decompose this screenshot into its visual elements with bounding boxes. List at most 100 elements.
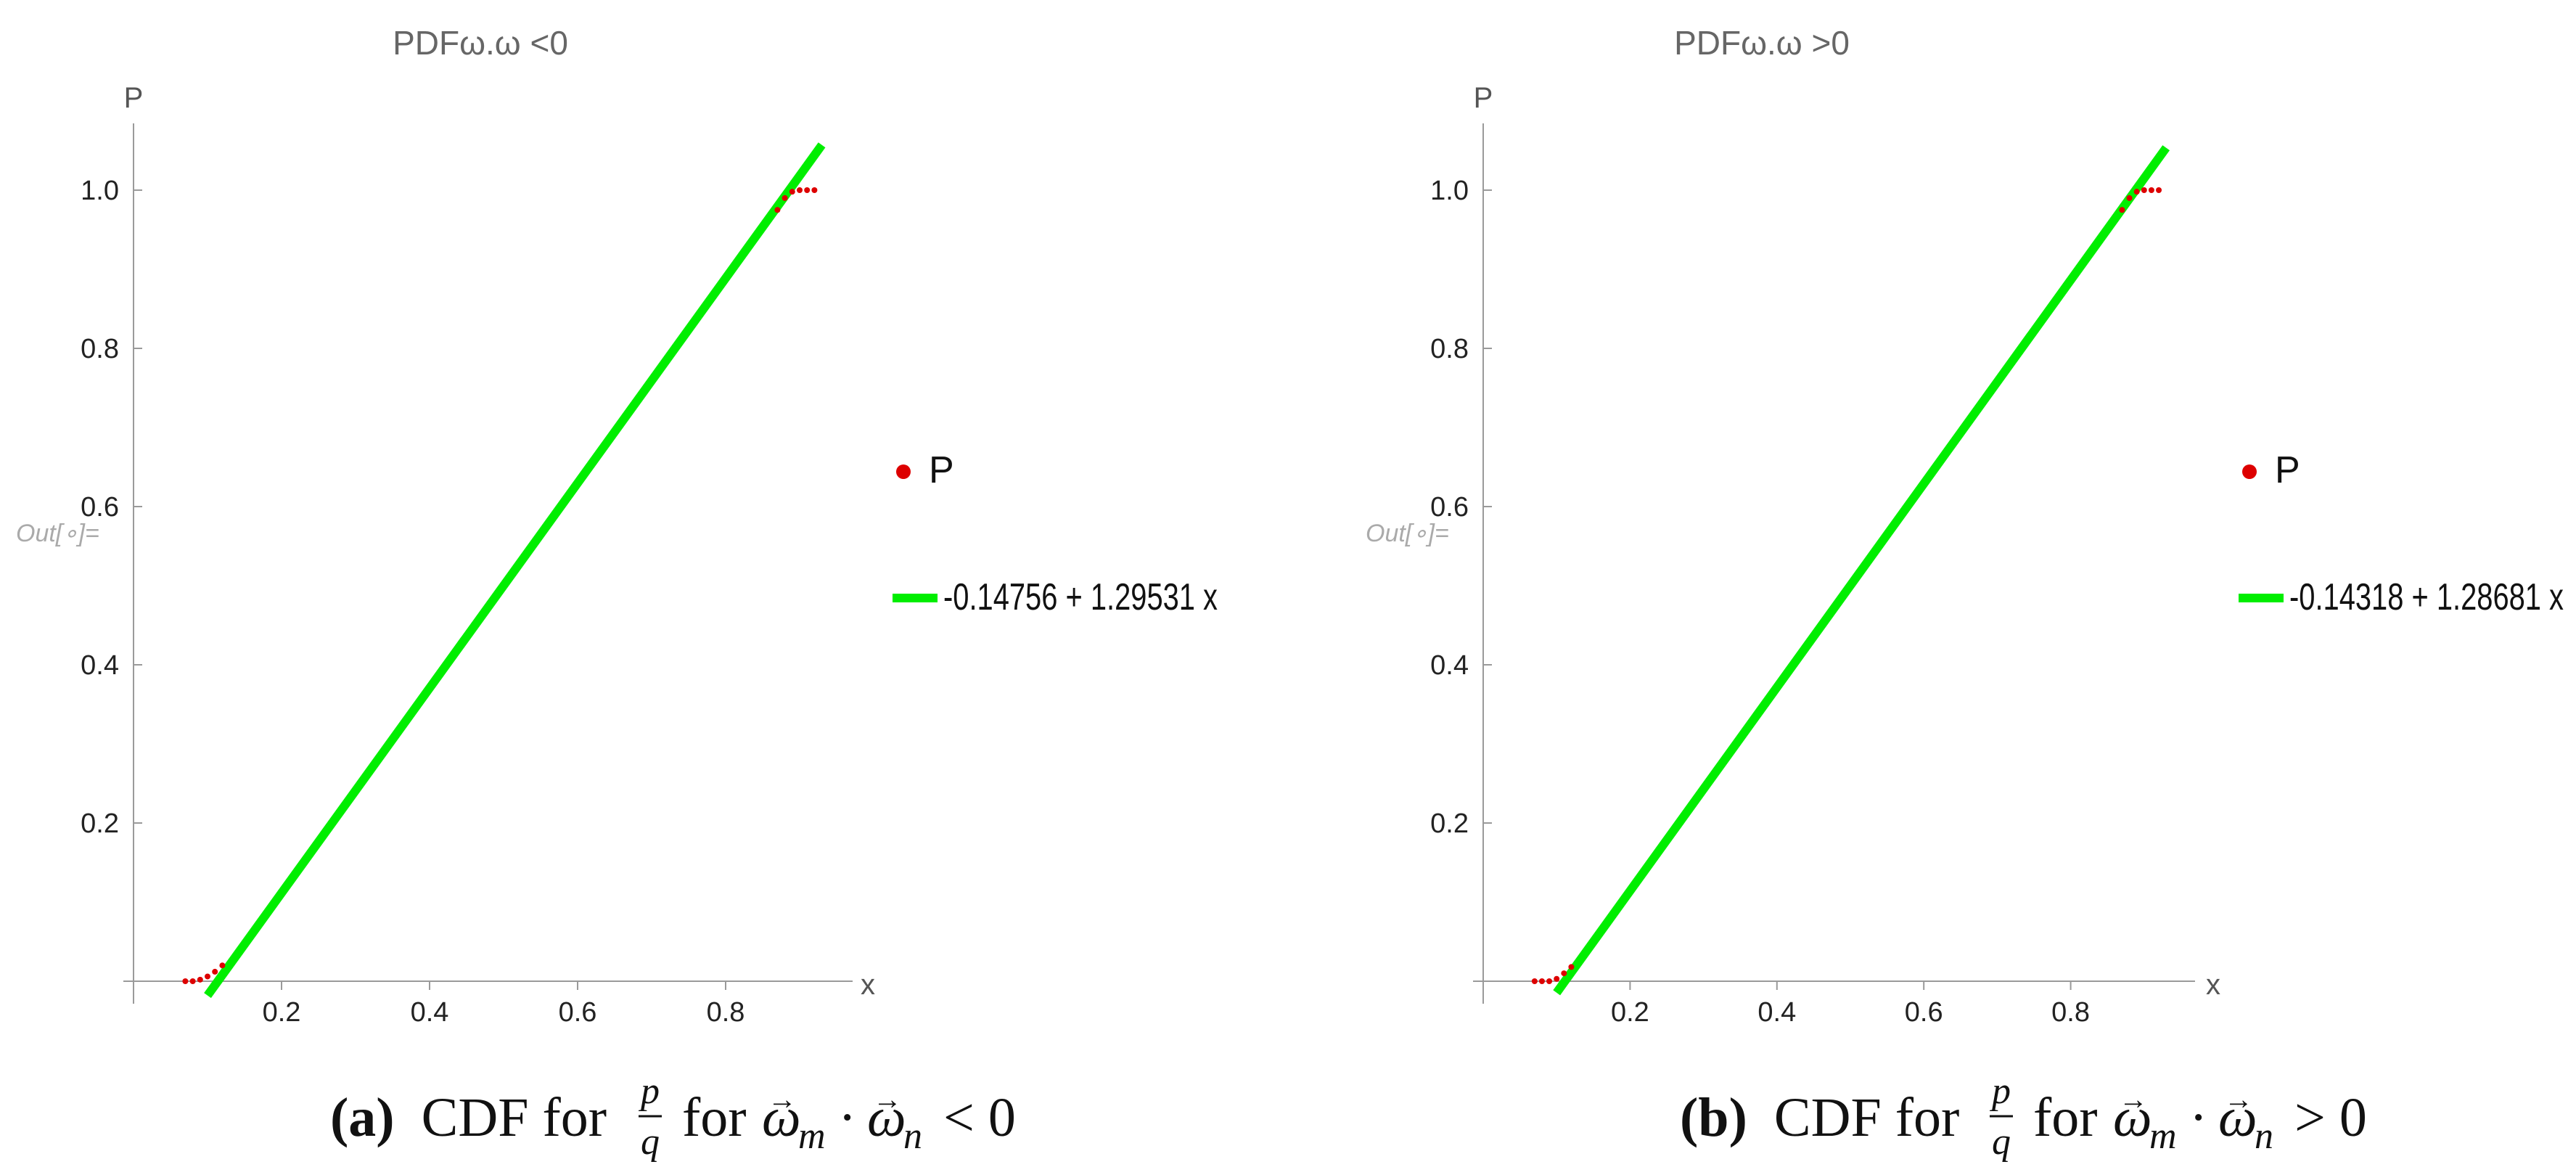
caption-text: (b) CDF for [1680,1087,1959,1148]
svg-text:·: · [838,1087,856,1148]
p-points-series [182,187,818,984]
fit-line [204,142,826,999]
svg-text:q: q [1992,1121,2011,1163]
svg-text:n: n [2255,1115,2273,1157]
svg-text:q: q [641,1121,660,1163]
svg-text:ω: ω [2113,1087,2152,1148]
svg-text:p: p [638,1070,660,1112]
x-tick-label: 0.4 [1757,997,1796,1028]
p-point [1531,978,1538,984]
chart-title: PDFω.ω <0 [393,24,568,62]
p-point [2156,187,2162,193]
caption: (b) CDF for p q for ω → m · ω → n > 0 [1680,1070,2367,1163]
y-tick-label: 0.2 [81,808,119,839]
svg-text:→: → [768,1083,797,1115]
x-axis-label: x [861,969,875,1001]
svg-text:m: m [2149,1115,2177,1157]
p-point [2119,207,2125,213]
y-ticks: 0.2 0.4 0.6 0.8 1.0 [1430,176,1492,839]
out-cell-label: Out[∘]= [1366,520,1449,547]
p-point [205,973,210,980]
caption-body: CDF for [422,1087,607,1148]
svg-text:p: p [1989,1070,2011,1112]
svg-text:ω: ω [2218,1087,2257,1148]
x-tick-label: 0.2 [263,997,301,1028]
vector-expression: ω → m · ω → n [762,1083,922,1157]
y-tick-label: 0.6 [1430,492,1469,523]
p-points-series [1531,187,2162,984]
chart-panel-a: PDFω.ω <0 P x Out[∘]= 0.2 0.4 0.6 0.8 0.2 0.… [16,24,1218,1163]
p-point [212,968,218,975]
p-point [182,978,189,984]
y-axis-label: P [124,82,144,114]
y-tick-label: 0.4 [1430,650,1469,681]
out-cell-label: Out[∘]= [16,520,99,547]
p-point [797,187,803,193]
svg-text:→: → [873,1083,902,1115]
caption-relation: < 0 [943,1087,1016,1148]
fit-line-series [204,142,826,999]
y-tick-label: 0.4 [81,650,119,681]
legend-entry-p: P [2275,449,2300,491]
legend: P -0.14318 + 1.28681 x [2239,449,2564,618]
legend-marker-p [896,464,911,479]
svg-text:m: m [798,1115,826,1157]
p-point [789,189,795,195]
caption-body: CDF for [1774,1087,1959,1148]
p-point [189,978,196,984]
p-point [1568,964,1575,970]
legend-entry-fit: -0.14756 + 1.29531 x [943,576,1218,618]
caption-for: for [682,1087,747,1148]
svg-text:→: → [2224,1083,2253,1115]
y-tick-label: 1.0 [1430,176,1469,206]
x-tick-label: 0.4 [411,997,449,1028]
fit-line [1553,145,2170,996]
chart-title: PDFω.ω >0 [1674,24,1850,62]
legend-marker-p [2242,464,2257,479]
y-tick-label: 0.2 [1430,808,1469,839]
svg-text:n: n [903,1115,922,1157]
x-axis-label: x [2206,969,2220,1001]
legend-entry-p: P [929,449,954,491]
caption-label: (b) [1680,1087,1747,1148]
x-tick-label: 0.6 [1905,997,1943,1028]
p-point [1561,970,1567,977]
svg-text:ω: ω [762,1087,801,1148]
fraction-p-over-q: p q [638,1070,662,1163]
y-tick-label: 0.8 [1430,334,1469,364]
p-point [219,962,226,969]
p-point [2141,187,2147,193]
p-point [774,207,781,213]
svg-text:→: → [2119,1083,2148,1115]
x-tick-label: 0.2 [1611,997,1649,1028]
p-point [811,187,818,193]
x-tick-label: 0.8 [707,997,745,1028]
x-ticks: 0.2 0.4 0.6 0.8 [263,981,745,1028]
caption-text: (a) CDF for [330,1087,607,1148]
p-point [1546,978,1553,984]
legend-entry-fit: -0.14318 + 1.28681 x [2289,576,2564,618]
y-tick-label: 0.8 [81,334,119,364]
vector-expression: ω → m · ω → n [2113,1083,2273,1157]
caption-for: for [2033,1087,2098,1148]
caption-label: (a) [330,1087,395,1148]
x-ticks: 0.2 0.4 0.6 0.8 [1611,981,2090,1028]
p-point [1554,975,1560,982]
p-point [2126,195,2133,201]
p-point [804,187,811,193]
x-tick-label: 0.8 [2051,997,2090,1028]
p-point [782,195,788,201]
chart-panel-b: PDFω.ω >0 P x Out[∘]= 0.2 0.4 0.6 0.8 0.20.… [1366,24,2564,1163]
y-tick-label: 0.6 [81,492,119,523]
p-point [2133,189,2140,195]
legend: P -0.14756 + 1.29531 x [893,449,1218,618]
p-point [197,976,203,983]
p-point [2148,187,2154,193]
caption-relation: > 0 [2294,1087,2367,1148]
fit-line-series [1553,145,2170,996]
caption: (a) CDF for p q for ω → m · ω → n < 0 [330,1070,1016,1163]
svg-text:ω: ω [867,1087,906,1148]
y-axis-label: P [1474,82,1493,114]
svg-text:·: · [2189,1087,2207,1148]
y-tick-label: 1.0 [81,176,119,206]
